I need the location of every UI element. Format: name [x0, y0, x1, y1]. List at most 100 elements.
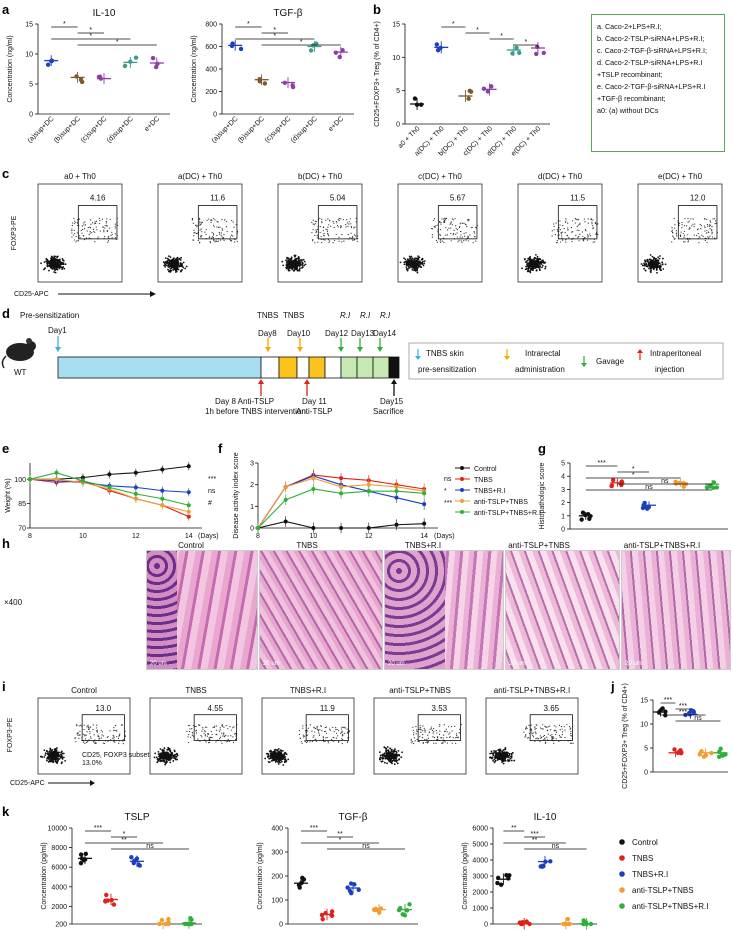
cell-event [202, 726, 204, 729]
cell-event [46, 262, 49, 265]
chart-title: TSLP [124, 812, 149, 823]
cell-event [293, 266, 295, 268]
cell-event [454, 217, 456, 220]
cell-event [345, 224, 347, 226]
cell-event [404, 258, 407, 261]
cell-event [233, 726, 235, 728]
x-tick-label: 12 [132, 533, 140, 540]
cell-event [703, 218, 706, 220]
cell-event [210, 736, 212, 739]
cell-event [195, 232, 198, 235]
cell-event [53, 750, 56, 752]
cell-event [527, 267, 530, 270]
cell-event [311, 221, 313, 223]
cell-event [121, 724, 124, 726]
cell-event [673, 217, 675, 220]
cell-event [330, 225, 332, 227]
cell-event [98, 222, 100, 225]
y-tick-label: 6000 [51, 865, 67, 872]
cell-event [212, 224, 215, 226]
cell-event [316, 234, 318, 236]
cell-event [407, 259, 409, 262]
cell-event [57, 265, 59, 268]
cell-event [452, 234, 454, 236]
cell-event [706, 241, 708, 244]
cell-event [650, 267, 652, 270]
cell-event [586, 239, 589, 241]
cell-event [459, 223, 461, 225]
flow-title: d(DC) + Th0 [538, 172, 583, 181]
cell-event [114, 725, 117, 727]
cell-event [297, 264, 299, 267]
cell-event [574, 218, 577, 220]
cell-event [298, 268, 301, 271]
cell-event [218, 730, 221, 732]
cell-event [710, 224, 712, 226]
sig-label: * [339, 837, 342, 844]
cell-event [199, 242, 201, 244]
cell-event [467, 235, 469, 237]
cell-event [55, 262, 57, 264]
cell-event [63, 267, 66, 270]
axis-arrow-head [150, 291, 156, 297]
cell-event [341, 233, 343, 236]
cell-event [412, 262, 415, 265]
cell-event [687, 221, 689, 223]
cell-event [539, 263, 541, 265]
cell-event [671, 241, 673, 243]
cell-event [204, 726, 206, 728]
flow-title: TNBS+R.I [290, 686, 326, 695]
cell-event [113, 727, 115, 729]
cell-event [94, 231, 96, 233]
y-tick-label: 85 [18, 501, 26, 508]
cell-event [410, 260, 413, 263]
cell-event [439, 240, 441, 242]
cell-event [45, 260, 48, 263]
cell-event [93, 734, 95, 736]
cell-event [185, 265, 188, 268]
cell-event [416, 258, 419, 261]
cell-event [560, 232, 562, 234]
cell-event [49, 760, 51, 762]
cell-event [43, 261, 46, 264]
cell-event [687, 217, 689, 220]
cell-event [651, 255, 654, 258]
cell-event [646, 260, 649, 263]
cell-event [98, 217, 100, 219]
data-point [517, 50, 522, 55]
cell-event [101, 731, 103, 733]
cell-event [53, 271, 55, 273]
cell-event [207, 218, 210, 220]
cell-event [403, 263, 406, 266]
cell-event [688, 228, 690, 230]
cell-event [467, 220, 469, 222]
cell-event [323, 233, 325, 235]
data-point [290, 83, 295, 88]
cell-event [186, 730, 188, 732]
cell-event [524, 257, 526, 260]
cell-event [671, 229, 673, 231]
cell-event [324, 239, 326, 241]
cell-event [333, 222, 335, 224]
data-point [642, 500, 647, 506]
cell-event [205, 229, 207, 231]
cell-event [191, 219, 194, 221]
y-tick-label: 0 [29, 112, 33, 119]
cell-event [409, 257, 411, 260]
cell-event [99, 230, 101, 232]
panel-label-a: a [2, 2, 10, 17]
cell-event [221, 218, 223, 221]
cell-event [232, 221, 234, 223]
cell-event [210, 730, 212, 733]
cell-event [535, 262, 538, 265]
cell-event [577, 218, 579, 220]
cell-event [444, 217, 446, 219]
cell-event [707, 225, 709, 227]
y-axis-label: Histopathologic score [539, 462, 546, 529]
chart-title: IL-10 [534, 812, 557, 823]
cell-event [104, 227, 106, 229]
cell-event [174, 758, 177, 761]
